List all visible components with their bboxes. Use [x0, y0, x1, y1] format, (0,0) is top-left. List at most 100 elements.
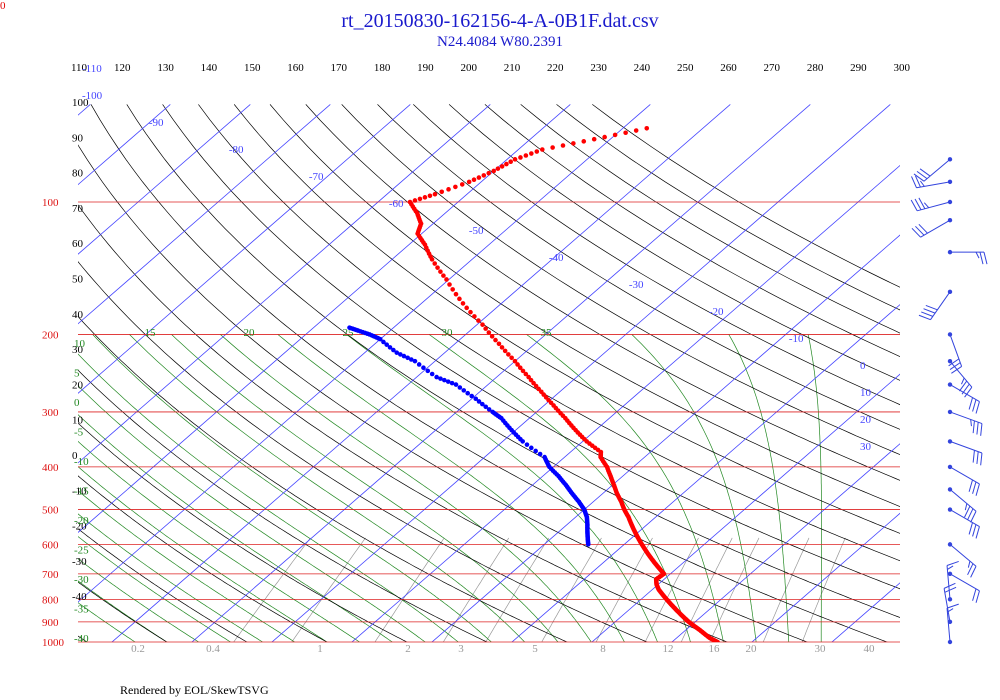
wind-barb-shaft [949, 334, 963, 367]
mixing-ratio-line [442, 537, 510, 642]
temperature-point [435, 265, 440, 270]
isotherm [78, 104, 331, 325]
moist-adiabat [129, 334, 526, 642]
wind-barb-shaft [949, 509, 980, 527]
temperature-point [432, 261, 438, 266]
dewpoint-point [480, 401, 485, 407]
theta-left-label: -30 [72, 556, 87, 568]
dewpoint-point [425, 368, 431, 374]
temperature-point [441, 273, 446, 278]
isotherm [78, 104, 571, 533]
dry-adiabat [78, 422, 408, 642]
isotherm [751, 512, 900, 642]
isotherm-label: -20 [709, 306, 724, 318]
mixing-ratio-line [541, 537, 602, 642]
wind-barb-flag [975, 251, 980, 259]
temperature-point [427, 193, 433, 199]
wind-barb-flag [970, 566, 977, 578]
isotherms [78, 104, 900, 642]
dewpoint-point [401, 353, 407, 359]
theta-top-label: 150 [244, 62, 261, 74]
theta-top-label: 280 [807, 62, 824, 74]
isotherm [511, 304, 900, 642]
isotherm-label: -60 [389, 198, 404, 210]
wind-barb-flag [959, 380, 968, 392]
dewpoint-point [542, 454, 547, 460]
theta-left-label: -20 [72, 521, 87, 533]
theta-top-label: 140 [201, 62, 218, 74]
theta-left-label: -40 [72, 591, 87, 603]
wind-barb-flag [918, 223, 928, 234]
wind-barb-shaft [949, 440, 983, 454]
wind-barb [947, 332, 963, 374]
temperature-point [457, 296, 462, 302]
wind-barb-flag [972, 481, 977, 494]
theta-left-label: 20 [72, 379, 84, 391]
dewpoint-point [421, 365, 426, 370]
temperature-point [471, 177, 477, 183]
wind-barb-flag [970, 419, 972, 427]
wind-barb [911, 175, 953, 189]
moist-adiabat [346, 334, 658, 642]
wind-barb-flag [983, 252, 988, 265]
temperature-point [550, 145, 555, 150]
temperature-point [480, 322, 485, 327]
dry-adiabat [126, 104, 900, 618]
mixing-ratio-line [801, 537, 846, 642]
isobars [78, 201, 900, 643]
wind-barb [913, 157, 953, 182]
dewpoint-point [347, 325, 352, 330]
dry-adiabat [78, 581, 168, 642]
dewpoint-point [398, 352, 403, 357]
moist-adiabat [78, 414, 393, 642]
dry-adiabat [78, 369, 488, 642]
theta-top-label: 300 [893, 62, 910, 74]
temperature-point [529, 151, 534, 156]
wind-barb-shaft [949, 544, 977, 567]
isotherm [831, 582, 900, 642]
temperature-point [453, 291, 459, 297]
mixing-ratio-label: 40 [864, 643, 876, 655]
dry-adiabat [162, 104, 900, 590]
isotherm-label: 20 [860, 414, 872, 426]
theta-top-label: 160 [287, 62, 304, 74]
temperature-point [515, 362, 520, 367]
temperature-point [496, 341, 502, 347]
theta-top-label: 260 [720, 62, 737, 74]
dewpoint-point [381, 339, 386, 345]
temperature-point [512, 157, 518, 162]
dry-adiabat [78, 475, 328, 642]
wind-barb-flag [914, 198, 922, 211]
moist-adiabat [78, 580, 168, 642]
dry-adiabat [448, 104, 900, 381]
isotherm [431, 234, 900, 642]
moist-adiabat-left-label: 5 [74, 368, 80, 380]
theta-top-label: 120 [114, 62, 131, 74]
wind-barb [947, 382, 980, 414]
temperature-point [446, 187, 451, 192]
moist-adiabat [78, 353, 459, 642]
wind-barb-flag [961, 377, 965, 385]
wind-barb-shaft [949, 384, 980, 403]
moist-adiabat-left-label: -5 [74, 427, 84, 439]
wind-barb-flag [918, 197, 926, 209]
wind-barb-flag [921, 311, 933, 317]
isotherm-label: 0 [860, 360, 866, 372]
moist-adiabat-top-label: 25 [343, 327, 355, 339]
wind-barb-shaft [916, 181, 951, 189]
moist-adiabat [807, 334, 822, 642]
dry-adiabat [90, 104, 888, 642]
dewpoint-point [442, 377, 447, 383]
temperature-point [447, 282, 452, 287]
theta-left-label: 10 [72, 415, 84, 427]
dewpoint-point [412, 358, 418, 364]
temperature-point [444, 277, 449, 282]
dry-adiabats [78, 104, 900, 642]
wind-barb-shaft [949, 411, 983, 425]
dewpoint-point [434, 374, 439, 380]
theta-left-label: 100 [72, 97, 89, 109]
wind-barb-flag [972, 588, 977, 601]
moist-adiabat-top-label: 35 [541, 327, 553, 339]
dry-adiabat [78, 261, 648, 642]
theta-top-label: 110 [71, 62, 88, 74]
